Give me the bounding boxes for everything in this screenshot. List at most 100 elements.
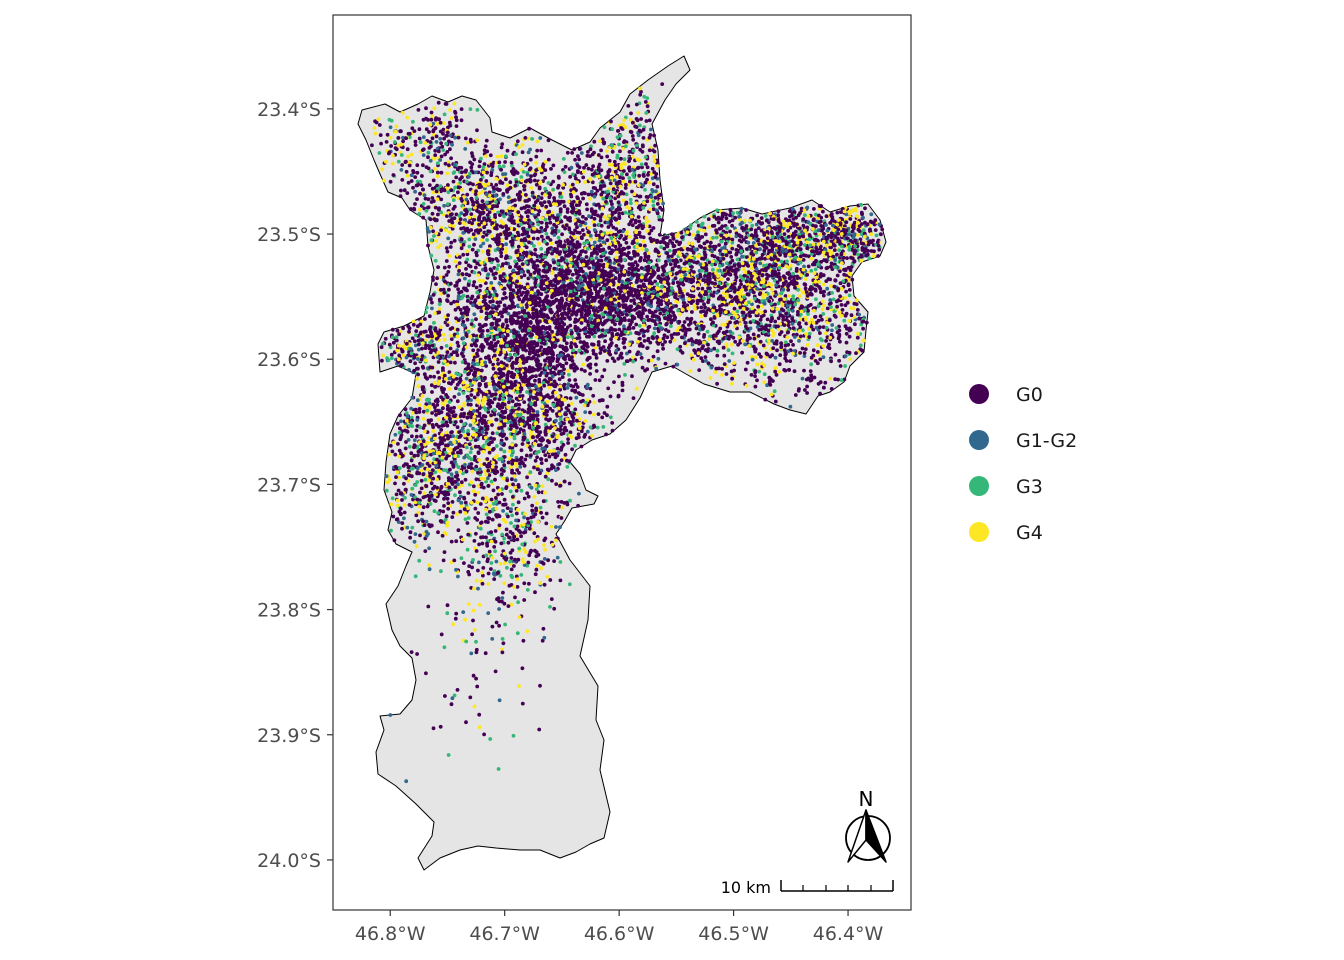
map-point (446, 293, 450, 298)
map-point (605, 404, 610, 409)
map-point (535, 349, 539, 353)
map-point (586, 246, 590, 251)
map-point (560, 257, 564, 262)
map-point (528, 179, 533, 184)
map-point (579, 399, 583, 404)
map-point (465, 249, 469, 254)
map-point (589, 314, 594, 318)
map-point (572, 235, 577, 240)
map-point (470, 247, 475, 252)
map-point (539, 284, 544, 288)
map-point (579, 151, 584, 155)
map-point (656, 329, 661, 334)
map-point (532, 203, 537, 208)
map-point (653, 175, 658, 180)
map-point (477, 301, 482, 306)
map-point (516, 276, 521, 280)
map-point (701, 309, 706, 313)
map-point (592, 262, 597, 266)
map-point (635, 166, 640, 171)
map-point (720, 224, 725, 229)
map-point (621, 179, 626, 184)
map-point (600, 294, 605, 299)
map-point (558, 300, 563, 305)
map-point (592, 228, 597, 232)
map-point (415, 197, 419, 202)
map-point (570, 250, 575, 255)
map-point (571, 190, 576, 195)
map-point (583, 326, 587, 331)
map-point (536, 236, 540, 241)
map-point (568, 257, 573, 262)
map-point (496, 246, 500, 251)
map-point (600, 206, 605, 211)
map-point (551, 163, 556, 168)
map-point (571, 306, 576, 311)
map-point (525, 289, 530, 294)
map-point (601, 345, 606, 349)
map-point (505, 148, 510, 153)
map-point (602, 286, 606, 291)
map-point (627, 342, 632, 347)
map-point (829, 387, 834, 391)
map-point (608, 394, 613, 399)
map-point (557, 176, 561, 180)
map-point (578, 340, 583, 344)
map-point (637, 293, 641, 298)
map-point (501, 272, 506, 276)
map-point (597, 233, 602, 238)
map-point (647, 260, 652, 265)
map-point (620, 279, 624, 284)
map-point (620, 264, 625, 269)
map-point (630, 262, 635, 266)
map-point (645, 199, 650, 204)
map-point (484, 355, 488, 360)
map-point (406, 154, 411, 159)
map-point (566, 216, 570, 221)
map-point (643, 180, 648, 185)
map-point (448, 147, 452, 152)
map-point (541, 315, 546, 319)
map-point (618, 289, 623, 293)
map-point (563, 226, 567, 231)
map-point (622, 345, 627, 350)
map-point (490, 168, 495, 172)
map-point (598, 300, 603, 305)
map-point (637, 324, 642, 328)
map-point (533, 247, 538, 252)
map-point (554, 254, 559, 259)
map-point (538, 259, 543, 264)
map-point (639, 234, 643, 239)
map-point (478, 279, 482, 283)
map-point (509, 355, 514, 360)
map-point (497, 164, 502, 169)
map-point (532, 195, 537, 200)
map-point (707, 225, 711, 230)
map-point (543, 168, 548, 173)
map-point (508, 180, 513, 185)
map-point (652, 154, 657, 159)
map-point (429, 200, 434, 204)
map-point (549, 241, 554, 246)
map-point (801, 223, 806, 228)
map-point (570, 335, 575, 339)
map-point (599, 347, 604, 352)
map-point (599, 268, 604, 273)
map-point (465, 257, 470, 262)
map-point (546, 138, 551, 143)
map-point (615, 317, 620, 322)
map-point (446, 183, 450, 187)
map-point (435, 121, 440, 126)
map-point (480, 203, 485, 208)
map-point (586, 259, 590, 264)
map-point (548, 406, 553, 411)
map-point (562, 204, 567, 209)
map-point (596, 343, 601, 347)
map-point (547, 246, 552, 251)
map-point (520, 143, 525, 147)
map-point (773, 319, 778, 324)
map-point (614, 181, 619, 186)
map-point (542, 264, 546, 268)
map-point (629, 308, 634, 312)
map-point (495, 235, 500, 240)
